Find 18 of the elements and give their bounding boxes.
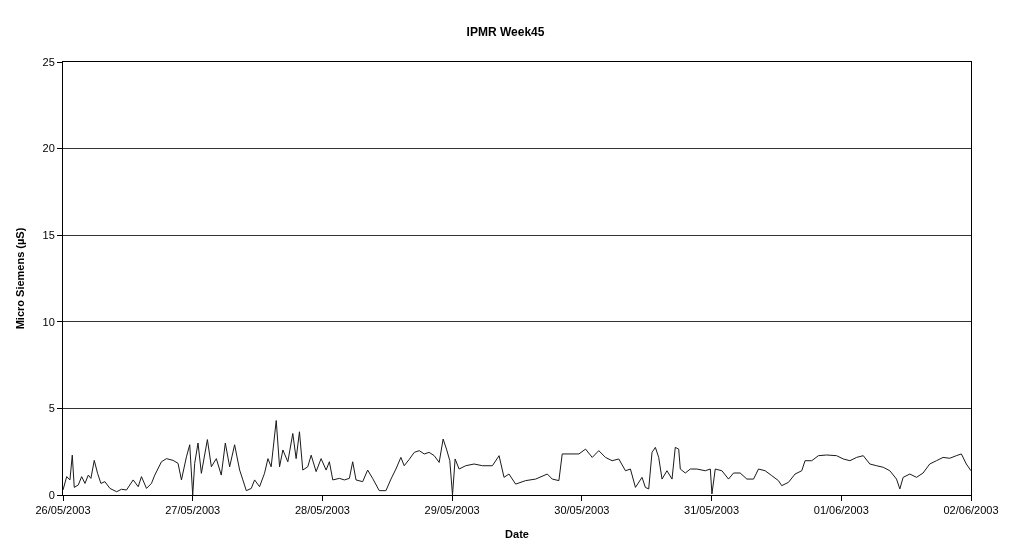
y-tick-label: 5 <box>48 402 55 415</box>
x-tick-label: 01/06/2003 <box>813 504 869 517</box>
x-tick-label: 02/06/2003 <box>943 504 999 517</box>
x-tick-label: 29/05/2003 <box>424 504 480 517</box>
chart-title: IPMR Week45 <box>466 24 545 39</box>
y-axis-title: Micro Siemens (µS) <box>14 227 27 330</box>
x-tick-label: 31/05/2003 <box>684 504 740 517</box>
line-series <box>63 420 971 495</box>
x-tick-label: 27/05/2003 <box>165 504 221 517</box>
x-tick-label: 28/05/2003 <box>294 504 350 517</box>
y-tick-label: 25 <box>42 55 55 68</box>
x-axis-title: Date <box>505 528 529 541</box>
y-tick-label: 20 <box>42 142 55 155</box>
y-tick-label: 15 <box>42 229 55 242</box>
y-tick-label: 10 <box>42 315 55 328</box>
x-tick-label: 26/05/2003 <box>35 504 91 517</box>
x-tick-label: 30/05/2003 <box>554 504 610 517</box>
y-tick-label: 0 <box>48 488 55 501</box>
